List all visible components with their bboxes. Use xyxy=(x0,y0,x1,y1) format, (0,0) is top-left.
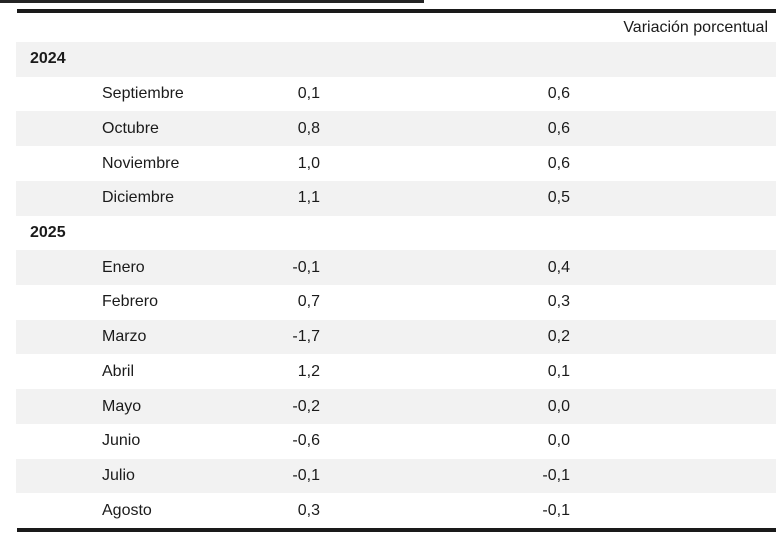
table-row: 2024 xyxy=(0,42,776,77)
month-cell: Octubre xyxy=(102,119,159,137)
table-body: 2024 Septiembre 0,1 0,6 Octubre 0,8 0,6 … xyxy=(0,42,776,528)
value1-cell: 0,7 xyxy=(297,293,320,311)
table-header-row: Variación porcentual xyxy=(0,13,768,42)
table-row: Septiembre 0,1 0,6 xyxy=(0,77,776,112)
table-row: Junio -0,6 0,0 xyxy=(0,424,776,459)
value2-cell: 0,0 xyxy=(547,397,570,415)
table-top-rule xyxy=(17,9,776,13)
value1-cell: 1,1 xyxy=(297,189,320,207)
value1-cell: 1,2 xyxy=(297,362,320,380)
table-row: Noviembre 1,0 0,6 xyxy=(0,146,776,181)
table-row: Diciembre 1,1 0,5 xyxy=(0,180,776,216)
table-row: Febrero 0,7 0,3 xyxy=(0,285,776,320)
month-cell: Noviembre xyxy=(102,154,180,172)
value2-cell: -0,1 xyxy=(542,466,570,484)
value2-cell: 0,1 xyxy=(547,362,570,380)
month-cell: Marzo xyxy=(102,328,147,346)
table-bottom-rule xyxy=(17,528,776,532)
month-cell: Agosto xyxy=(102,501,152,519)
month-cell: Mayo xyxy=(102,397,142,415)
cropped-rule-fragment xyxy=(0,0,424,3)
table-row: Abril 1,2 0,1 xyxy=(0,354,776,389)
value2-cell: 0,6 xyxy=(547,154,570,172)
value2-cell: 0,2 xyxy=(547,328,570,346)
value2-cell xyxy=(16,42,570,77)
table-header-label: Variación porcentual xyxy=(623,18,768,36)
value2-cell: 0,4 xyxy=(547,258,570,276)
month-cell: Julio xyxy=(102,466,135,484)
month-cell: Abril xyxy=(102,362,135,380)
value1-cell: -0,1 xyxy=(292,258,320,276)
month-cell: Septiembre xyxy=(102,85,184,103)
value1-cell: -0,1 xyxy=(292,466,320,484)
value1-cell: 0,1 xyxy=(297,85,320,103)
value2-cell xyxy=(16,216,570,251)
value1-cell: 0,8 xyxy=(297,119,320,137)
table-row: Julio -0,1 -0,1 xyxy=(0,458,776,494)
value1-cell: 0,3 xyxy=(297,501,320,519)
year-cell: 2025 xyxy=(30,223,66,241)
table-row: 2025 xyxy=(0,216,776,251)
value2-cell: 0,0 xyxy=(547,432,570,450)
month-cell: Febrero xyxy=(102,293,159,311)
value2-cell: 0,6 xyxy=(547,119,570,137)
value2-cell: 0,6 xyxy=(547,85,570,103)
month-cell: Junio xyxy=(102,432,141,450)
value1-cell: -0,6 xyxy=(292,432,320,450)
value2-cell: -0,1 xyxy=(542,501,570,519)
month-cell: Diciembre xyxy=(102,189,175,207)
table-row: Marzo -1,7 0,2 xyxy=(0,319,776,355)
value2-cell: 0,5 xyxy=(547,189,570,207)
year-cell: 2024 xyxy=(30,50,66,68)
table-row: Mayo -0,2 0,0 xyxy=(0,389,776,424)
table-row: Agosto 0,3 -0,1 xyxy=(0,493,776,528)
table-row: Enero -0,1 0,4 xyxy=(0,250,776,286)
value1-cell: 1,0 xyxy=(297,154,320,172)
month-cell: Enero xyxy=(102,258,145,276)
value1-cell: -1,7 xyxy=(292,328,320,346)
value2-cell: 0,3 xyxy=(547,293,570,311)
table-row: Octubre 0,8 0,6 xyxy=(0,111,776,147)
value1-cell: -0,2 xyxy=(292,397,320,415)
